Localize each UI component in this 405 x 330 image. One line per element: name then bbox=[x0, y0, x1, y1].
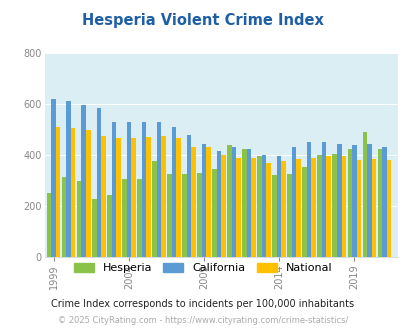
Bar bbox=[332, 154, 336, 257]
Bar bbox=[291, 148, 296, 257]
Bar bbox=[131, 139, 135, 257]
Bar bbox=[351, 145, 356, 257]
Bar bbox=[227, 145, 231, 257]
Bar bbox=[182, 174, 186, 257]
Bar bbox=[231, 148, 236, 257]
Bar bbox=[311, 158, 315, 257]
Bar bbox=[321, 142, 326, 257]
Bar bbox=[51, 99, 56, 257]
Bar bbox=[62, 177, 66, 257]
Text: Hesperia Violent Crime Index: Hesperia Violent Crime Index bbox=[82, 13, 323, 28]
Bar bbox=[251, 158, 255, 257]
Bar bbox=[246, 149, 251, 257]
Bar bbox=[276, 156, 281, 257]
Bar bbox=[101, 136, 105, 257]
Bar bbox=[371, 159, 375, 257]
Text: Crime Index corresponds to incidents per 100,000 inhabitants: Crime Index corresponds to incidents per… bbox=[51, 299, 354, 309]
Bar bbox=[96, 108, 101, 257]
Bar bbox=[171, 127, 176, 257]
Bar bbox=[197, 173, 201, 257]
Bar bbox=[257, 156, 261, 257]
Text: © 2025 CityRating.com - https://www.cityrating.com/crime-statistics/: © 2025 CityRating.com - https://www.city… bbox=[58, 316, 347, 325]
Bar bbox=[126, 122, 131, 257]
Bar bbox=[201, 144, 206, 257]
Bar bbox=[261, 155, 266, 257]
Bar bbox=[81, 105, 86, 257]
Bar bbox=[111, 122, 116, 257]
Bar bbox=[242, 149, 246, 257]
Bar bbox=[377, 149, 381, 257]
Bar bbox=[347, 149, 351, 257]
Bar bbox=[186, 135, 191, 257]
Bar bbox=[66, 101, 71, 257]
Bar bbox=[336, 144, 341, 257]
Bar bbox=[366, 144, 371, 257]
Bar bbox=[341, 156, 345, 257]
Bar bbox=[137, 179, 141, 257]
Bar bbox=[326, 156, 330, 257]
Bar bbox=[272, 175, 276, 257]
Bar bbox=[317, 154, 321, 257]
Bar bbox=[167, 174, 171, 257]
Bar bbox=[381, 148, 386, 257]
Bar bbox=[56, 127, 60, 257]
Bar bbox=[266, 163, 270, 257]
Bar bbox=[362, 132, 366, 257]
Bar bbox=[212, 169, 216, 257]
Bar bbox=[156, 122, 161, 257]
Bar bbox=[152, 161, 156, 257]
Bar bbox=[116, 139, 120, 257]
Bar bbox=[191, 148, 195, 257]
Bar bbox=[71, 128, 75, 257]
Bar bbox=[47, 193, 51, 257]
Bar bbox=[122, 179, 126, 257]
Bar bbox=[306, 142, 311, 257]
Bar bbox=[92, 199, 96, 257]
Bar bbox=[77, 182, 81, 257]
Bar bbox=[296, 159, 300, 257]
Bar bbox=[356, 160, 360, 257]
Bar bbox=[287, 174, 291, 257]
Bar bbox=[386, 160, 390, 257]
Bar bbox=[206, 148, 210, 257]
Bar bbox=[236, 158, 240, 257]
Bar bbox=[161, 136, 165, 257]
Bar bbox=[281, 161, 285, 257]
Bar bbox=[221, 155, 225, 257]
Legend: Hesperia, California, National: Hesperia, California, National bbox=[74, 263, 331, 273]
Bar bbox=[176, 139, 180, 257]
Bar bbox=[302, 167, 306, 257]
Bar bbox=[141, 122, 146, 257]
Bar bbox=[86, 130, 90, 257]
Bar bbox=[107, 195, 111, 257]
Bar bbox=[146, 137, 150, 257]
Bar bbox=[216, 151, 221, 257]
